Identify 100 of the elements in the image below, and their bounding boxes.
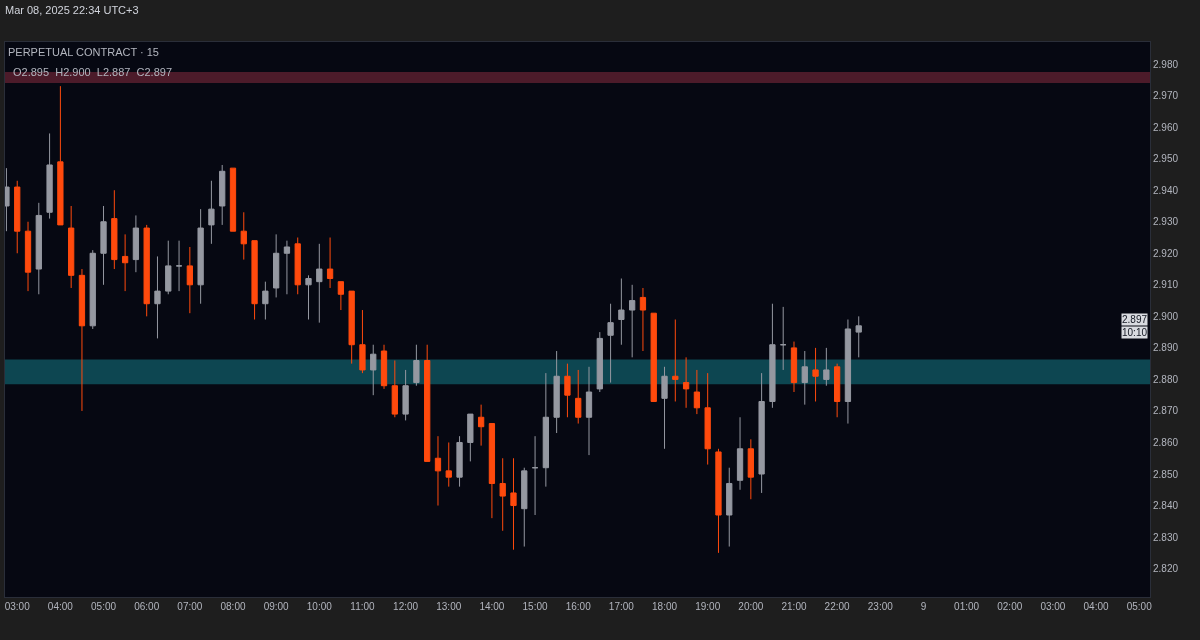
candlestick: [359, 309, 366, 374]
candlestick: [736, 416, 744, 491]
chart-title: PERPETUAL CONTRACT · 15: [8, 45, 159, 58]
candlestick: [510, 457, 517, 551]
candlestick: [726, 467, 733, 548]
y-tick-label: 2.840: [1153, 500, 1179, 512]
y-tick-label: 2.940: [1153, 184, 1179, 196]
x-tick-label: 23:00: [867, 601, 894, 612]
candlestick: [855, 315, 862, 358]
candlestick: [219, 164, 226, 226]
candlestick: [499, 457, 506, 532]
candlestick: [618, 278, 625, 346]
candlestick: [294, 237, 301, 295]
candlestick: [521, 467, 528, 548]
y-tick-label: 2.900: [1153, 310, 1179, 322]
y-tick-label: 2.850: [1153, 468, 1179, 480]
candlestick: [704, 372, 711, 466]
candlestick: [14, 180, 21, 254]
candlestick: [467, 413, 474, 462]
candlestick: [693, 369, 701, 415]
candlestick: [283, 240, 291, 295]
candlestick: [823, 347, 830, 387]
x-tick-label: 21:00: [781, 601, 807, 612]
candlestick: [650, 312, 657, 402]
candlestick: [380, 344, 388, 390]
candlestick: [89, 249, 96, 330]
candlestick: [273, 233, 280, 298]
x-tick-label: 9: [920, 601, 927, 612]
candlestick: [639, 287, 647, 352]
x-tick-label: 10:00: [306, 601, 333, 612]
candlestick: [747, 438, 754, 500]
y-tick-label: 2.930: [1153, 216, 1179, 228]
candlestick: [121, 233, 129, 292]
x-tick-label: 11:00: [350, 601, 376, 612]
y-tick-label: 2.860: [1153, 436, 1179, 448]
candlestick: [413, 344, 420, 387]
text: O2.895 H2.900 L2.887 C2.897: [13, 66, 173, 78]
candlestick: [305, 274, 312, 320]
candlestick: [5, 167, 10, 232]
candlestick: [143, 224, 150, 317]
candlestick: [812, 347, 819, 402]
annotation: 10:10: [1122, 327, 1148, 338]
candlestick: [542, 372, 549, 488]
x-tick-label: 03:00: [1040, 601, 1066, 612]
candlestick: [348, 290, 355, 365]
candlestick: [229, 167, 237, 232]
y-tick-label: 2.910: [1153, 279, 1179, 291]
y-tick-label: 2.890: [1153, 342, 1179, 354]
candlestick: [488, 423, 496, 519]
x-tick-label: 05:00: [91, 601, 117, 612]
candlestick: [434, 435, 442, 507]
candlestick: [111, 189, 118, 270]
y-tick-label: 2.970: [1153, 90, 1179, 102]
candlestick: [251, 240, 258, 320]
x-tick-label: 05:00: [1126, 601, 1153, 612]
candlestick: [553, 350, 560, 434]
candlestick: [596, 331, 603, 393]
candlestick: [57, 85, 64, 226]
x-tick-label: 14:00: [479, 601, 505, 612]
candlestick: [769, 303, 776, 409]
x-tick-label: 04:00: [1083, 601, 1110, 612]
candlestick: [801, 350, 808, 406]
candlestick: [391, 359, 398, 418]
x-tick-label: 17:00: [608, 601, 635, 612]
candlestick: [531, 435, 539, 516]
candlestick: [477, 404, 485, 447]
candlestick: [78, 268, 86, 412]
candlestick: [197, 208, 204, 305]
candlestick: [629, 284, 636, 358]
x-tick-label: 08:00: [220, 601, 246, 612]
y-tick-label: 2.920: [1153, 247, 1179, 259]
candlestick: [46, 132, 53, 220]
candlestick: [607, 303, 614, 384]
candlestick: [575, 369, 582, 425]
candlestick: [402, 369, 409, 421]
x-tick-label: 13:00: [436, 601, 462, 612]
x-tick-label: 06:00: [134, 601, 160, 612]
y-tick-label: 2.870: [1153, 405, 1179, 417]
y-tick-label: 2.960: [1153, 121, 1179, 133]
x-tick-label: 18:00: [652, 601, 678, 612]
x-tick-label: 16:00: [565, 601, 592, 612]
annotation: 2.897: [1122, 314, 1148, 325]
candlestick: [240, 211, 247, 261]
candlestick: [672, 319, 679, 402]
candlestick: [585, 366, 593, 456]
candlestick: [780, 306, 787, 371]
x-tick-label: 04:00: [47, 601, 74, 612]
candlestick: [445, 441, 452, 488]
candlestick: [100, 205, 107, 286]
x-tick-label: 22:00: [824, 601, 851, 612]
candlestick: [262, 281, 269, 320]
candlestick: [715, 448, 722, 554]
candlestick: [316, 243, 323, 324]
candlestick: [165, 240, 172, 295]
candlestick: [844, 319, 852, 425]
y-tick-label: 2.980: [1153, 58, 1179, 70]
x-tick-label: 02:00: [997, 601, 1023, 612]
candlestick: [132, 214, 140, 273]
x-tick-label: 09:00: [263, 601, 290, 612]
x-tick-label: 15:00: [522, 601, 549, 612]
